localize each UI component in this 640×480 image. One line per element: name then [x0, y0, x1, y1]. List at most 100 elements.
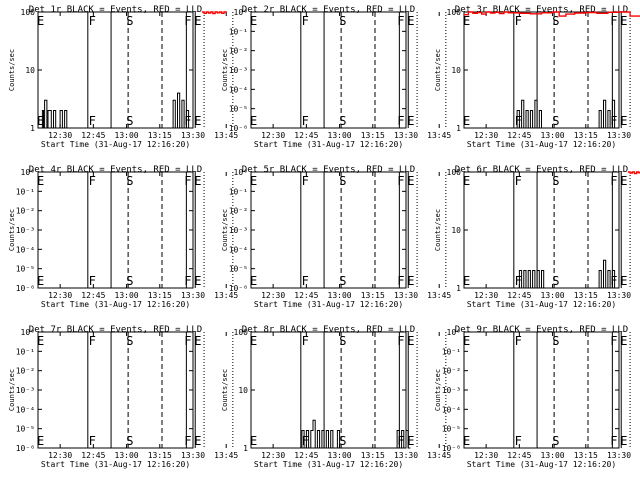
x-tick-label: 13:45 — [427, 291, 451, 300]
segment-marker: E — [620, 114, 627, 128]
x-tick-label: 13:00 — [328, 451, 352, 460]
segment-marker: E — [37, 434, 44, 448]
x-axis-label: Start Time (31-Aug-17 12:16:20) — [41, 460, 190, 469]
segment-marker: S — [126, 14, 133, 28]
y-tick-label: 10⁻² — [229, 207, 248, 216]
segment-marker: F — [184, 334, 191, 348]
x-axis-label: Start Time (31-Aug-17 12:16:20) — [467, 300, 616, 309]
chart-panel-5: Det 5r BLACK = Events, RED = LLD 10⁻⁶ 10⁻⁵… — [221, 165, 451, 309]
segment-marker: F — [302, 174, 309, 188]
y-axis-label: Counts/sec — [221, 209, 229, 251]
segment-marker: F — [610, 434, 617, 448]
x-tick-label: 13:15 — [148, 291, 172, 300]
y-axis-label: Counts/sec — [8, 369, 16, 411]
y-tick-label: 10⁰ — [447, 328, 461, 337]
y-tick-label: 10⁻⁴ — [16, 245, 35, 254]
y-tick-label: 100 — [234, 328, 249, 337]
series-events — [41, 92, 190, 129]
segment-marker: F — [397, 434, 404, 448]
plot-frame — [250, 171, 407, 289]
plot-frame — [250, 11, 407, 129]
series-events — [514, 99, 616, 129]
segment-marker: S — [552, 114, 559, 128]
x-tick-label: 13:15 — [574, 451, 598, 460]
y-tick-label: 10⁻⁶ — [442, 444, 461, 453]
segment-marker: E — [37, 334, 44, 348]
segment-marker: F — [302, 334, 309, 348]
y-tick-label: 100 — [447, 168, 462, 177]
x-tick-label: 13:15 — [361, 291, 385, 300]
x-tick-label: 13:30 — [394, 291, 418, 300]
segment-marker: S — [552, 274, 559, 288]
y-tick-label: 10⁰ — [234, 8, 248, 17]
chart-title: Det 3r BLACK = Events, RED = LLD — [455, 5, 628, 15]
segment-marker: E — [463, 274, 470, 288]
x-tick-label: 13:30 — [181, 131, 205, 140]
x-tick-label: 12:30 — [261, 291, 285, 300]
x-axis-label: Start Time (31-Aug-17 12:16:20) — [254, 140, 403, 149]
x-tick-label: 12:30 — [48, 291, 72, 300]
segment-marker: S — [126, 114, 133, 128]
segment-marker: E — [194, 114, 201, 128]
x-axis-label: Start Time (31-Aug-17 12:16:20) — [41, 300, 190, 309]
segment-marker: F — [397, 334, 404, 348]
x-tick-label: 12:45 — [81, 291, 105, 300]
segment-marker: E — [620, 434, 627, 448]
y-axis-label: Counts/sec — [8, 209, 16, 251]
segment-marker: E — [37, 274, 44, 288]
chart-panel-7: Det 7r BLACK = Events, RED = LLD 10⁻⁶ 10⁻⁵… — [8, 325, 238, 469]
y-axis-label: Counts/sec — [221, 369, 229, 411]
segment-marker: S — [339, 434, 346, 448]
series-lld — [201, 11, 227, 15]
x-tick-label: 13:30 — [394, 451, 418, 460]
segment-marker: E — [407, 114, 414, 128]
segment-marker: S — [339, 274, 346, 288]
y-axis-label: Counts/sec — [8, 49, 16, 91]
segment-marker: S — [552, 434, 559, 448]
segment-marker: F — [302, 274, 309, 288]
segment-marker: F — [397, 174, 404, 188]
segment-marker: E — [407, 274, 414, 288]
segment-marker: S — [339, 114, 346, 128]
chart-title: Det 6r BLACK = Events, RED = LLD — [455, 165, 628, 175]
segment-marker: F — [89, 174, 96, 188]
y-tick-label: 1 — [456, 284, 461, 293]
x-tick-label: 12:45 — [507, 451, 531, 460]
y-axis-label: Counts/sec — [434, 209, 442, 251]
x-tick-label: 13:30 — [181, 291, 205, 300]
y-tick-label: 10⁻² — [442, 367, 461, 376]
y-tick-label: 100 — [21, 8, 36, 17]
chart-panel-8: Det 8r BLACK = Events, RED = LLD 1 10 100 Co… — [221, 325, 451, 469]
x-tick-label: 13:00 — [115, 291, 139, 300]
y-tick-label: 10⁻⁴ — [442, 405, 461, 414]
x-tick-label: 13:15 — [148, 451, 172, 460]
chart-panel-2: Det 2r BLACK = Events, RED = LLD 10⁻⁶ 10⁻⁵… — [221, 5, 451, 149]
segment-marker: F — [397, 14, 404, 28]
segment-marker: F — [89, 14, 96, 28]
x-tick-label: 13:00 — [541, 291, 565, 300]
x-tick-label: 13:45 — [214, 451, 238, 460]
y-tick-label: 10⁻⁶ — [229, 124, 248, 133]
x-tick-label: 12:45 — [294, 131, 318, 140]
x-tick-label: 12:45 — [507, 131, 531, 140]
segment-marker: F — [302, 14, 309, 28]
segment-marker: S — [339, 334, 346, 348]
x-tick-label: 13:00 — [541, 131, 565, 140]
segment-marker: F — [610, 174, 617, 188]
x-tick-label: 12:45 — [81, 451, 105, 460]
segment-marker: E — [250, 174, 257, 188]
x-tick-label: 13:45 — [214, 291, 238, 300]
y-tick-label: 10⁻³ — [442, 386, 461, 395]
y-tick-label: 10 — [451, 66, 461, 75]
x-axis-label: Start Time (31-Aug-17 12:16:20) — [41, 140, 190, 149]
segment-marker: F — [515, 334, 522, 348]
segment-marker: S — [126, 274, 133, 288]
x-tick-label: 12:30 — [474, 291, 498, 300]
segment-marker: E — [463, 14, 470, 28]
x-tick-label: 13:15 — [148, 131, 172, 140]
y-tick-label: 10⁻⁴ — [229, 245, 248, 254]
y-tick-label: 10⁻⁵ — [16, 265, 35, 274]
segment-marker: E — [620, 334, 627, 348]
plot-frame — [37, 171, 194, 289]
